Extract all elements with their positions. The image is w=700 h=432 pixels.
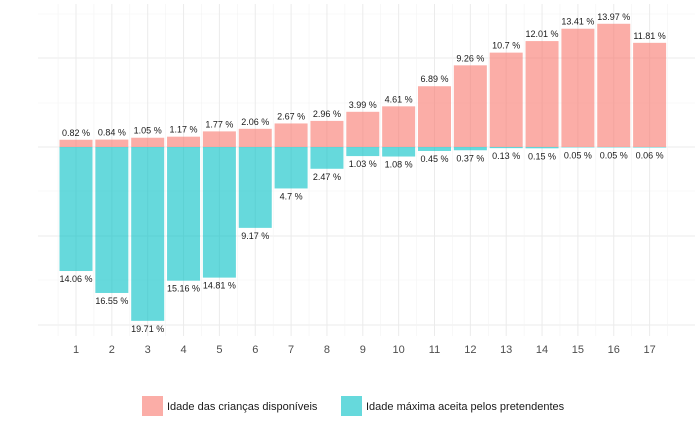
data-label-accepted: 0.06 % — [636, 151, 664, 161]
bar-max-accepted-age — [274, 147, 308, 189]
bar-max-accepted-age — [346, 147, 380, 157]
bar-available-children — [597, 23, 631, 147]
data-label-available: 3.99 % — [349, 100, 377, 110]
data-label-accepted: 19.71 % — [131, 324, 164, 334]
data-label-available: 13.97 % — [597, 12, 630, 22]
legend-label: Idade máxima aceita pelos pretendentes — [366, 401, 565, 413]
bar-max-accepted-age — [453, 147, 487, 151]
bar-max-accepted-age — [633, 147, 667, 148]
bar-max-accepted-age — [382, 147, 416, 157]
x-tick-label: 9 — [360, 344, 366, 356]
bar-max-accepted-age — [95, 147, 129, 293]
data-label-accepted: 9.17 % — [241, 231, 269, 241]
bar-available-children — [202, 131, 236, 147]
data-label-accepted: 0.45 % — [420, 154, 448, 164]
data-label-available: 0.82 % — [62, 128, 90, 138]
data-label-available: 4.61 % — [385, 94, 413, 104]
data-label-available: 11.81 % — [633, 31, 665, 41]
bar-max-accepted-age — [202, 147, 236, 278]
data-label-available: 12.01 % — [526, 29, 559, 39]
x-tick-label: 12 — [464, 344, 476, 356]
bar-available-children — [59, 139, 93, 147]
x-tick-label: 17 — [643, 344, 655, 356]
data-label-accepted: 1.08 % — [385, 160, 413, 170]
bar-max-accepted-age — [238, 147, 272, 228]
legend-swatch — [142, 396, 163, 416]
data-label-available: 6.89 % — [420, 74, 448, 84]
x-tick-label: 11 — [429, 344, 440, 356]
data-label-available: 10.7 % — [492, 41, 520, 51]
data-label-available: 0.84 % — [98, 128, 126, 138]
bar-max-accepted-age — [525, 147, 559, 149]
bar-max-accepted-age — [310, 147, 344, 169]
data-label-accepted: 2.47 % — [313, 172, 341, 182]
data-label-accepted: 14.06 % — [59, 274, 92, 284]
data-label-accepted: 14.81 % — [203, 281, 236, 291]
bar-available-children — [561, 28, 595, 147]
bar-available-children — [167, 136, 201, 147]
bars — [59, 23, 667, 321]
data-label-accepted: 1.03 % — [349, 159, 377, 169]
x-tick-label: 4 — [180, 344, 186, 356]
data-label-accepted: 0.05 % — [600, 150, 628, 160]
data-label-accepted: 0.37 % — [456, 153, 484, 163]
data-labels: 0.82 % 14.06 % 0.84 % 16.55 % 1.05 % 19.71 % 1… — [59, 12, 665, 334]
x-tick-label: 5 — [216, 344, 222, 356]
x-tick-label: 7 — [288, 344, 294, 356]
legend: Idade das crianças disponíveis Idade máxi… — [142, 396, 565, 416]
bar-available-children — [453, 65, 487, 147]
data-label-available: 2.06 % — [241, 117, 269, 127]
data-label-available: 2.96 % — [313, 109, 341, 119]
bar-available-children — [95, 139, 129, 147]
legend-label: Idade das crianças disponíveis — [167, 401, 318, 413]
data-label-accepted: 0.13 % — [492, 151, 520, 161]
data-label-available: 1.17 % — [170, 125, 198, 135]
bar-max-accepted-age — [131, 147, 165, 321]
data-label-accepted: 16.55 % — [95, 296, 128, 306]
x-tick-label: 3 — [145, 344, 151, 356]
x-tick-label: 1 — [73, 344, 79, 356]
bar-max-accepted-age — [167, 147, 201, 281]
bar-max-accepted-age — [418, 147, 451, 151]
bar-available-children — [525, 41, 559, 147]
bar-available-children — [274, 123, 308, 147]
data-label-available: 1.77 % — [205, 119, 233, 129]
bar-max-accepted-age — [489, 147, 523, 149]
x-tick-label: 15 — [572, 344, 584, 356]
x-tick-label: 2 — [109, 344, 115, 356]
x-tick-label: 8 — [324, 344, 330, 356]
bar-available-children — [310, 120, 344, 147]
bar-available-children — [382, 106, 416, 147]
data-label-available: 9.26 % — [456, 53, 484, 63]
x-tick-label: 6 — [252, 344, 258, 356]
x-tick-label: 10 — [393, 344, 405, 356]
data-label-accepted: 0.15 % — [528, 151, 556, 161]
x-axis: 1 2 3 4 5 6 7 8 9 10 11 12 13 14 15 16 17 — [73, 344, 656, 356]
bar-available-children — [633, 42, 667, 147]
bar-available-children — [418, 86, 451, 147]
bar-available-children — [238, 128, 272, 147]
data-label-available: 1.05 % — [134, 126, 162, 136]
bar-max-accepted-age — [59, 147, 93, 272]
bar-available-children — [489, 52, 523, 147]
x-tick-label: 16 — [608, 344, 620, 356]
data-label-accepted: 15.16 % — [167, 284, 200, 294]
bar-available-children — [131, 137, 165, 147]
data-label-accepted: 4.7 % — [280, 191, 303, 201]
x-tick-label: 14 — [536, 344, 548, 356]
legend-swatch — [341, 396, 362, 416]
data-label-available: 2.67 % — [277, 111, 305, 121]
data-label-accepted: 0.05 % — [564, 150, 592, 160]
bar-available-children — [346, 111, 380, 147]
x-tick-label: 13 — [500, 344, 512, 356]
data-label-available: 13.41 % — [561, 17, 594, 27]
